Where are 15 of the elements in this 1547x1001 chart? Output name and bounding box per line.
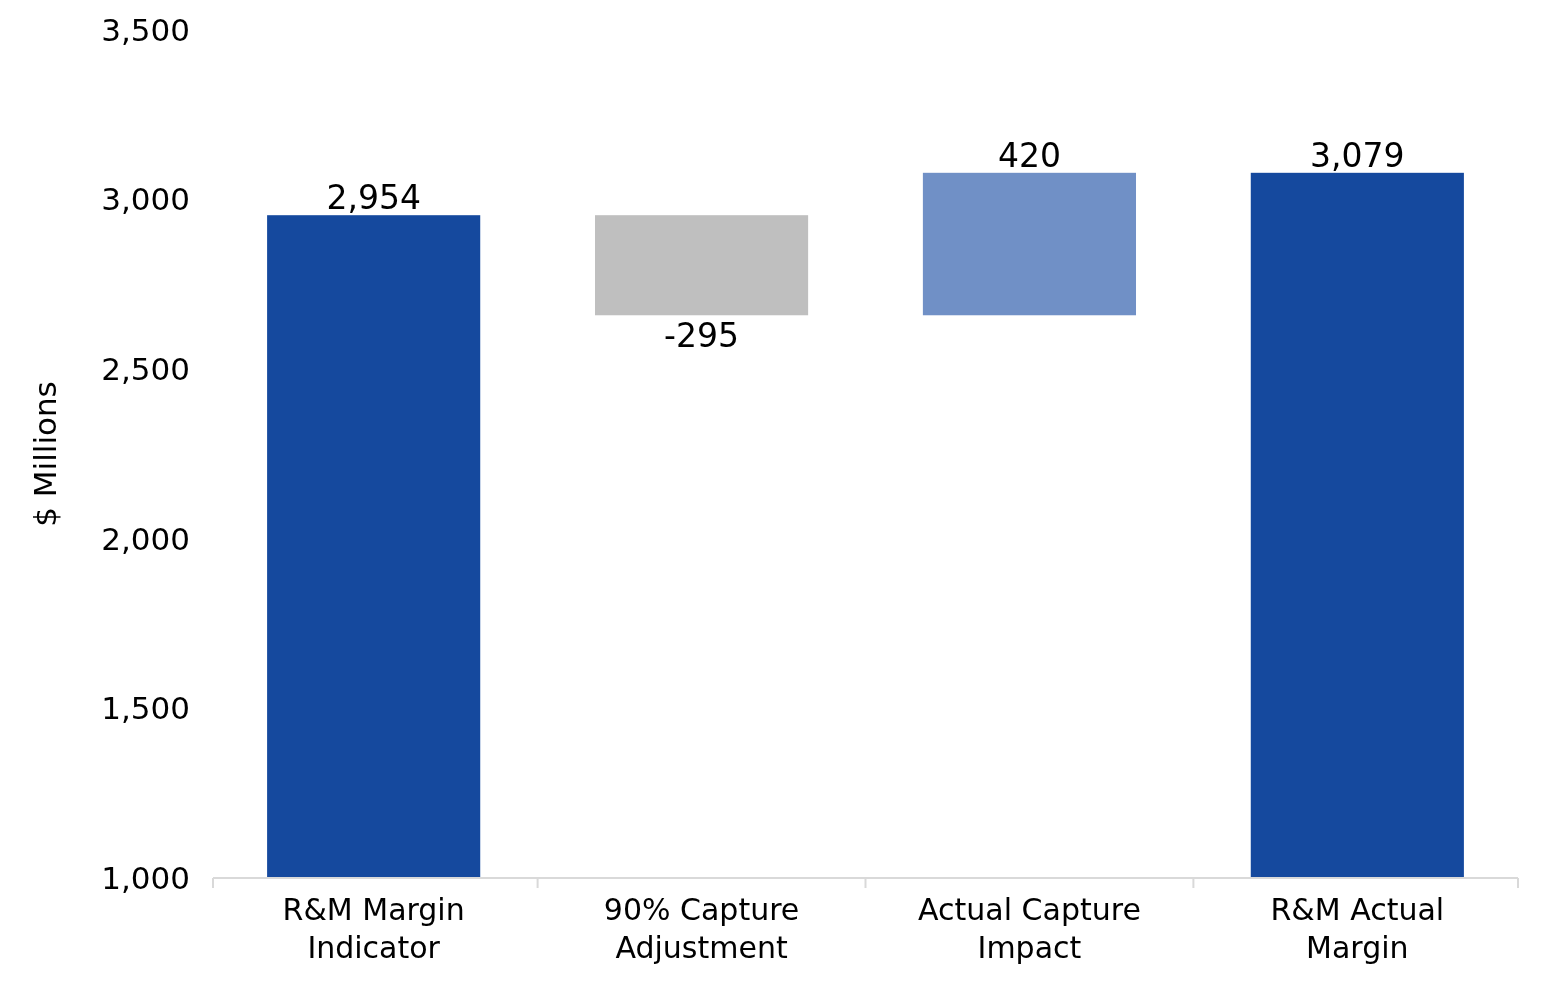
x-tick-label: Actual Capture Impact xyxy=(918,892,1141,965)
data-label: 2,954 xyxy=(326,178,421,218)
y-tick-label: 1,000 xyxy=(101,859,190,896)
y-tick-label: 1,500 xyxy=(101,690,190,727)
y-tick-label: 2,500 xyxy=(101,351,190,388)
data-label: 420 xyxy=(997,135,1061,175)
x-tick-label: R&M Actual Margin xyxy=(1270,892,1445,965)
y-tick-label: 3,000 xyxy=(101,181,190,218)
y-axis-title: $ Millions xyxy=(27,381,63,527)
y-tick-label: 2,000 xyxy=(101,520,190,557)
x-tick-label: R&M Margin Indicator xyxy=(282,892,465,965)
data-label: -295 xyxy=(664,316,740,356)
x-tick-label: 90% Capture Adjustment xyxy=(603,892,800,965)
data-label: 3,079 xyxy=(1310,135,1405,175)
y-tick-label: 3,500 xyxy=(101,11,190,48)
